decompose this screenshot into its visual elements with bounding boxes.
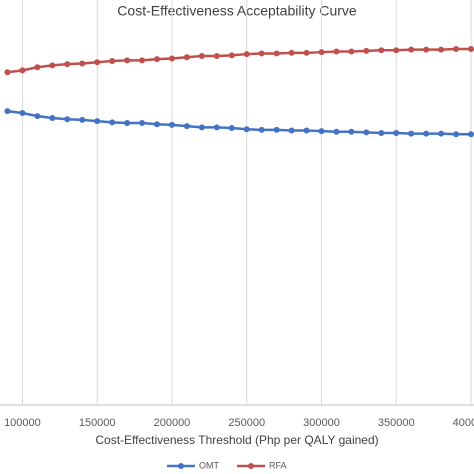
data-point bbox=[318, 49, 325, 56]
x-tick-label: 250000 bbox=[228, 417, 265, 429]
data-point bbox=[79, 60, 86, 67]
data-point bbox=[468, 46, 474, 53]
legend-label: RFA bbox=[269, 460, 287, 470]
data-point bbox=[34, 64, 41, 71]
data-point bbox=[273, 50, 280, 57]
data-point bbox=[154, 56, 161, 63]
series-line bbox=[7, 47, 472, 74]
data-point bbox=[154, 121, 161, 128]
data-point bbox=[64, 61, 71, 68]
data-point bbox=[273, 126, 280, 133]
data-point bbox=[109, 119, 116, 126]
data-point bbox=[168, 55, 175, 62]
data-point bbox=[333, 128, 340, 135]
x-tick-label: 150000 bbox=[79, 417, 116, 429]
data-point bbox=[94, 59, 101, 66]
x-tick-label: 350000 bbox=[378, 417, 415, 429]
data-point bbox=[19, 67, 26, 74]
data-point bbox=[393, 130, 400, 137]
data-point bbox=[288, 127, 295, 134]
data-point bbox=[183, 54, 190, 61]
data-point bbox=[4, 69, 11, 76]
data-point bbox=[393, 47, 400, 54]
data-point bbox=[438, 130, 445, 137]
data-point bbox=[49, 62, 56, 69]
data-point bbox=[288, 49, 295, 56]
data-point bbox=[378, 47, 385, 54]
data-point bbox=[363, 129, 370, 136]
chart-title: Cost-Effectiveness Acceptability Curve bbox=[117, 3, 357, 19]
x-tick-label: 400000 bbox=[453, 417, 474, 429]
data-point bbox=[468, 131, 474, 138]
data-point bbox=[124, 57, 131, 64]
legend-label: OMT bbox=[199, 460, 219, 470]
series-line bbox=[7, 109, 472, 136]
data-point bbox=[243, 126, 250, 133]
data-point bbox=[228, 125, 235, 132]
data-point bbox=[139, 120, 146, 126]
data-point bbox=[258, 50, 265, 57]
data-point bbox=[333, 48, 340, 55]
x-tick-label: 200000 bbox=[154, 417, 191, 429]
legend-marker bbox=[248, 463, 254, 469]
data-point bbox=[348, 48, 355, 55]
data-point bbox=[453, 131, 460, 138]
data-point bbox=[19, 109, 26, 116]
x-tick-label: 100000 bbox=[4, 417, 41, 429]
x-axis-label: Cost-Effectiveness Threshold (Php per QA… bbox=[95, 433, 378, 447]
data-point bbox=[303, 127, 310, 134]
data-point bbox=[348, 128, 355, 135]
data-point bbox=[183, 123, 190, 130]
data-point bbox=[94, 118, 101, 125]
data-point bbox=[258, 126, 265, 133]
data-point bbox=[124, 120, 131, 126]
data-point bbox=[139, 57, 146, 64]
data-point bbox=[228, 52, 235, 59]
data-point bbox=[363, 47, 370, 54]
data-point bbox=[64, 116, 71, 123]
data-point bbox=[213, 52, 220, 59]
data-point bbox=[423, 130, 430, 137]
data-point bbox=[34, 113, 41, 120]
data-point bbox=[79, 116, 86, 123]
data-point bbox=[438, 46, 445, 53]
legend-marker bbox=[178, 463, 184, 469]
data-point bbox=[168, 121, 175, 128]
data-point bbox=[4, 108, 11, 115]
data-point bbox=[213, 124, 220, 131]
data-point bbox=[453, 46, 460, 53]
data-point bbox=[423, 46, 430, 53]
data-point bbox=[378, 130, 385, 137]
data-point bbox=[49, 114, 56, 121]
data-point bbox=[243, 51, 250, 58]
data-point bbox=[109, 57, 116, 64]
data-point bbox=[198, 52, 205, 59]
data-point bbox=[408, 130, 415, 137]
data-point bbox=[318, 128, 325, 135]
data-point bbox=[198, 124, 205, 131]
x-tick-label: 300000 bbox=[303, 417, 340, 429]
data-point bbox=[303, 49, 310, 56]
data-point bbox=[408, 46, 415, 53]
